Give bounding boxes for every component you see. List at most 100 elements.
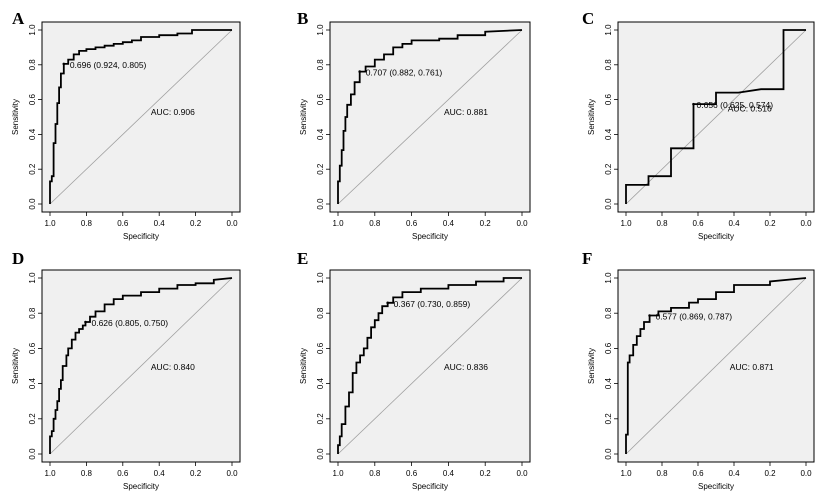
- y-tick-label: 0.6: [604, 93, 613, 105]
- threshold-label: 0.696 (0.924, 0.805): [70, 60, 147, 70]
- x-tick-label: 0.0: [516, 219, 528, 228]
- y-axis-title: Sensitivity: [11, 99, 20, 135]
- y-tick-label: 0.2: [604, 163, 613, 175]
- reference-diagonal: [337, 277, 523, 455]
- y-axis-title: Sensitivity: [587, 99, 596, 135]
- y-tick-label: 0.0: [316, 198, 325, 210]
- panel-label: E: [297, 249, 308, 268]
- y-tick-label: 0.2: [28, 413, 37, 425]
- y-tick-label: 0.2: [316, 163, 325, 175]
- x-tick-label: 0.6: [117, 219, 129, 228]
- x-axis-title: Specificity: [123, 232, 159, 241]
- x-tick-label: 1.0: [44, 469, 56, 478]
- x-tick-label: 0.4: [728, 469, 740, 478]
- roc-curve: [49, 29, 232, 204]
- x-axis-title: Specificity: [698, 232, 734, 241]
- x-axis-title: Specificity: [412, 482, 448, 491]
- y-tick-label: 1.0: [316, 272, 325, 284]
- roc-panel-e: 0.367 (0.730, 0.859) AUC: 0.836 1.0 0.8 0.6 0…: [297, 249, 531, 491]
- threshold-label: 0.707 (0.882, 0.761): [366, 68, 443, 78]
- y-tick-label: 0.4: [316, 128, 325, 140]
- y-tick-label: 0.0: [604, 198, 613, 210]
- y-tick-label: 0.4: [604, 128, 613, 140]
- y-tick-label: 0.0: [316, 448, 325, 460]
- x-tick-label: 0.0: [800, 219, 812, 228]
- y-tick-label: 0.8: [28, 307, 37, 319]
- y-axis-title: Sensitivity: [11, 348, 20, 384]
- y-tick-label: 1.0: [28, 24, 37, 36]
- y-tick-label: 1.0: [604, 24, 613, 36]
- x-tick-label: 0.4: [154, 469, 166, 478]
- threshold-label: 0.656 (0.625, 0.574): [697, 100, 774, 110]
- x-tick-label: 0.4: [154, 219, 166, 228]
- y-tick-label: 0.6: [28, 342, 37, 354]
- x-tick-label: 0.2: [190, 469, 202, 478]
- x-tick-label: 1.0: [44, 219, 56, 228]
- x-tick-label: 0.0: [226, 469, 238, 478]
- y-tick-label: 0.4: [316, 377, 325, 389]
- y-tick-label: 0.6: [604, 342, 613, 354]
- x-tick-label: 0.0: [800, 469, 812, 478]
- y-tick-label: 0.8: [604, 307, 613, 319]
- y-axis-title: Sensitivity: [299, 348, 308, 384]
- y-tick-label: 0.8: [316, 59, 325, 71]
- roc-panel-a: 0.696 (0.924, 0.805) AUC: 0.906 1.0 0.8 0.6 0…: [11, 9, 241, 241]
- x-axis-title: Specificity: [123, 482, 159, 491]
- panel-label: A: [12, 9, 25, 28]
- threshold-point: [62, 62, 66, 66]
- threshold-label: 0.577 (0.869, 0.787): [656, 311, 733, 321]
- x-tick-label: 0.8: [369, 219, 381, 228]
- auc-label: AUC: 0.836: [444, 362, 488, 372]
- roc-curve: [49, 277, 233, 454]
- y-tick-label: 0.2: [604, 413, 613, 425]
- threshold-label: 0.367 (0.730, 0.859): [394, 299, 471, 309]
- x-tick-label: 0.6: [406, 219, 418, 228]
- y-tick-label: 0.0: [28, 448, 37, 460]
- y-tick-label: 1.0: [28, 272, 37, 284]
- auc-label: AUC: 0.881: [444, 107, 488, 117]
- roc-panel-d: 0.626 (0.805, 0.750) AUC: 0.840 1.0 0.8 0.6 0…: [11, 249, 241, 491]
- x-tick-label: 0.8: [81, 219, 93, 228]
- x-tick-label: 0.4: [728, 219, 740, 228]
- threshold-point: [692, 102, 695, 106]
- y-tick-label: 0.6: [316, 93, 325, 105]
- y-tick-label: 1.0: [604, 272, 613, 284]
- panel-label: B: [297, 9, 308, 28]
- reference-diagonal: [625, 29, 807, 205]
- x-tick-label: 0.8: [656, 469, 668, 478]
- roc-panel-f: 0.577 (0.869, 0.787) AUC: 0.871 1.0 0.8 0.6 0…: [582, 249, 815, 491]
- roc-panel-b: 0.707 (0.882, 0.761) AUC: 0.881 1.0 0.8 0.6 0…: [297, 9, 531, 241]
- y-tick-label: 0.4: [28, 128, 37, 140]
- y-tick-label: 1.0: [316, 24, 325, 36]
- y-tick-label: 0.8: [604, 59, 613, 71]
- x-tick-label: 0.4: [443, 469, 455, 478]
- y-tick-label: 0.4: [28, 377, 37, 389]
- x-tick-label: 0.6: [406, 469, 418, 478]
- panel-label: C: [582, 9, 594, 28]
- roc-curve: [337, 277, 522, 454]
- x-tick-label: 0.2: [190, 219, 202, 228]
- x-tick-label: 0.0: [226, 219, 238, 228]
- x-tick-label: 0.6: [692, 219, 704, 228]
- y-tick-label: 0.2: [28, 163, 37, 175]
- x-tick-label: 0.4: [443, 219, 455, 228]
- y-tick-label: 0.0: [28, 198, 37, 210]
- x-tick-label: 0.6: [692, 469, 704, 478]
- y-axis-title: Sensitivity: [299, 99, 308, 135]
- x-tick-label: 0.2: [764, 469, 776, 478]
- x-axis-title: Specificity: [698, 482, 734, 491]
- threshold-point: [358, 70, 362, 73]
- panel-label: F: [582, 249, 592, 268]
- x-tick-label: 1.0: [620, 469, 632, 478]
- threshold-point: [84, 320, 87, 324]
- y-tick-label: 0.8: [316, 307, 325, 319]
- reference-diagonal: [49, 29, 233, 205]
- auc-label: AUC: 0.840: [151, 362, 195, 372]
- threshold-point: [648, 314, 651, 317]
- threshold-label: 0.626 (0.805, 0.750): [91, 318, 168, 328]
- roc-curve: [337, 29, 523, 204]
- x-tick-label: 0.0: [516, 469, 528, 478]
- x-tick-label: 0.2: [480, 469, 492, 478]
- roc-panel-c: 0.656 (0.625, 0.574)AUC: 0.516 1.0 0.8 0.6 0…: [582, 9, 815, 241]
